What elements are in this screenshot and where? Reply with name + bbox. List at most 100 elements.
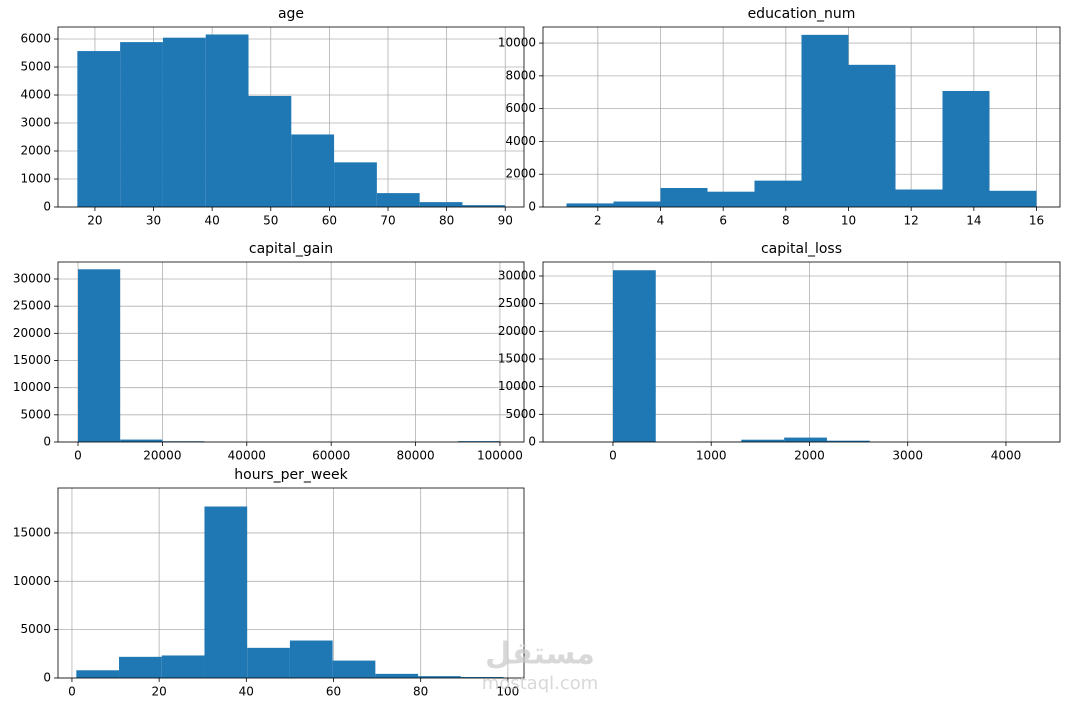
bar [120,42,163,208]
y-tick-label: 5000 [505,407,536,421]
y-tick-label: 3000 [20,116,51,130]
bar [801,34,849,207]
axes-frame [57,26,525,208]
bar [462,205,506,207]
y-tick-label: 2000 [505,167,536,181]
chart-title: age [278,6,304,22]
y-tick-label: 30000 [498,268,536,282]
x-tick-label: 100 [496,685,519,699]
x-tick-label: 100000 [477,449,523,463]
x-tick-label: 6 [719,214,727,228]
x-tick-label: 80000 [396,449,434,463]
bar [162,37,206,208]
bar [119,656,162,678]
panel: 0 2000 4000 6000 8000 10000 2 4 6 8 10 12 14 16 educat… [498,6,1061,228]
x-tick-label: 40 [239,685,254,699]
y-tick-label: 4000 [505,134,536,148]
x-tick-label: 0 [68,685,76,699]
bar [612,270,656,442]
x-tick-label: 2000 [794,449,825,463]
axes-frame [57,487,525,679]
chart-title: capital_loss [761,241,842,257]
y-tick-label: 6000 [505,101,536,115]
y-tick-label: 6000 [20,32,51,46]
x-tick-label: 1000 [696,449,727,463]
bar [120,439,163,442]
y-tick-label: 0 [43,435,51,449]
bar [204,506,248,678]
y-tick-label: 0 [43,671,51,685]
bar [289,640,333,678]
x-tick-label: 0 [74,449,82,463]
bar [848,64,896,207]
panel: 0 5000 10000 15000 20000 25000 30000 0 20000 4000… [13,241,525,463]
y-tick-label: 10000 [498,379,536,393]
bar [754,180,802,207]
y-tick-label: 20000 [13,326,51,340]
y-tick-label: 8000 [505,68,536,82]
y-tick-label: 25000 [498,296,536,310]
x-tick-label: 2 [594,214,602,228]
y-tick-label: 15000 [498,351,536,365]
y-tick-label: 5000 [20,407,51,421]
x-tick-label: 0 [609,449,617,463]
bar [942,90,990,207]
bar [989,190,1037,207]
x-tick-label: 16 [1029,214,1044,228]
bar [376,193,420,207]
bar [707,191,755,207]
bar [566,203,614,207]
bar [248,95,292,207]
y-tick-label: 15000 [13,353,51,367]
bar [76,670,120,678]
bar [613,201,661,207]
y-tick-label: 2000 [20,144,51,158]
x-tick-label: 4000 [991,449,1022,463]
y-tick-label: 0 [528,435,536,449]
bar [78,269,121,442]
bar [741,439,785,442]
bar [460,677,504,678]
bar [205,34,249,208]
y-tick-label: 5000 [20,60,51,74]
x-tick-label: 80 [439,214,454,228]
watermark: مستقل [485,637,595,672]
x-tick-label: 70 [380,214,395,228]
bar [334,162,377,207]
axes-frame [542,261,1061,443]
x-tick-label: 20 [87,214,102,228]
y-tick-label: 10000 [13,574,51,588]
bar [895,189,943,207]
y-tick-label: 30000 [13,272,51,286]
chart-title: capital_gain [249,241,333,257]
y-tick-label: 20000 [498,324,536,338]
x-tick-label: 90 [498,214,513,228]
chart-title: hours_per_week [234,467,348,483]
y-tick-label: 5000 [20,622,51,636]
y-tick-label: 0 [528,200,536,214]
x-tick-label: 40000 [228,449,266,463]
bar [784,437,827,442]
bar [291,134,335,207]
bar [419,202,463,207]
x-tick-label: 20 [151,685,166,699]
x-tick-label: 80 [413,685,428,699]
y-tick-label: 1000 [20,172,51,186]
y-tick-label: 25000 [13,299,51,313]
panel: 0 1000 2000 3000 4000 5000 6000 20 30 40 50 60 70 80 9… [20,6,525,228]
bar [161,655,205,678]
axes-frame [57,261,525,443]
chart-title: education_num [748,6,856,22]
y-tick-label: 4000 [20,88,51,102]
x-tick-label: 20000 [143,449,181,463]
bar [77,51,121,208]
panel: 0 5000 10000 15000 20000 25000 30000 0 1000 2000 3… [498,241,1061,463]
bar [660,187,708,207]
x-tick-label: 14 [966,214,981,228]
x-tick-label: 60 [322,214,337,228]
bar [247,647,290,678]
x-tick-label: 3000 [892,449,923,463]
x-tick-label: 50 [263,214,278,228]
